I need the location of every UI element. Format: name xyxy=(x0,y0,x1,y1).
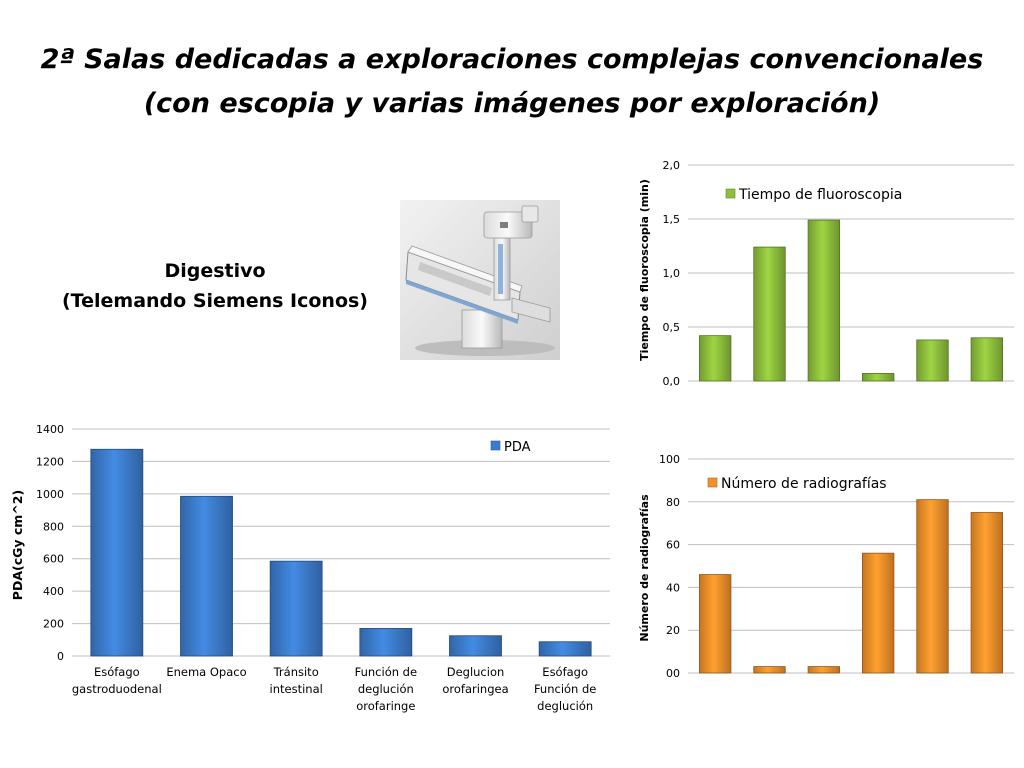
pda-category-label: Esófago Función de deglución xyxy=(534,665,596,713)
pda-legend-label: PDA xyxy=(504,440,531,455)
pda-category-label: Deglucion orofaringea xyxy=(442,665,508,696)
radiographs-legend-label: Número de radiografías xyxy=(721,476,887,492)
fluoroscopy-legend-label: Tiempo de fluoroscopia xyxy=(738,187,902,203)
radiographs-y-tick-labels: 00 20 40 60 80 100 xyxy=(659,453,680,680)
device-label: Digestivo (Telemando Siemens Iconos) xyxy=(40,256,390,316)
fluoroscopy-gridlines xyxy=(688,164,1014,382)
fluoroscopy-y-axis-label: Tiempo de fluoroscopia (min) xyxy=(638,179,651,361)
device-label-line-1: Digestivo xyxy=(164,260,266,282)
radio-bar xyxy=(916,499,949,674)
pda-category-labels: Esófago gastroduodenal Enema Opaco Tránsito… xyxy=(72,665,596,713)
fluoro-bar xyxy=(970,337,1003,382)
radiographs-y-axis-label: Número de radiografías xyxy=(638,494,651,642)
radio-y-tick-label: 20 xyxy=(666,624,680,637)
slide-title-line-2: (con escopia y varias imágenes por explo… xyxy=(143,88,881,119)
fluoro-bar xyxy=(862,373,895,382)
pda-bar xyxy=(180,495,233,657)
fluoroscopy-legend: Tiempo de fluoroscopia xyxy=(725,187,902,203)
radio-y-tick-label: 40 xyxy=(666,581,680,594)
radio-bar xyxy=(699,574,732,674)
fluoroscopy-y-tick-labels: 0,0 0,5 1,0 1,5 2,0 xyxy=(663,159,681,388)
slide-title: 2ª Salas dedicadas a exploraciones compl… xyxy=(20,38,1004,126)
fluoroscopy-bars xyxy=(699,219,1003,382)
fluoro-bar xyxy=(807,219,840,382)
fluoroscopy-legend-swatch xyxy=(725,188,736,199)
fluoro-bar xyxy=(916,339,949,382)
pda-y-axis-label: PDA(cGy cm^2) xyxy=(10,490,25,600)
pda-bar xyxy=(269,560,323,657)
pda-bar xyxy=(359,628,413,657)
pda-y-tick-label: 600 xyxy=(43,553,64,566)
fluoro-y-tick-label: 0,0 xyxy=(663,375,681,388)
pda-bar xyxy=(90,448,144,657)
fluoro-bar xyxy=(699,335,732,382)
radiographs-legend: Número de radiografías xyxy=(707,476,887,492)
pda-bar xyxy=(449,635,502,657)
pda-category-label: Esófago gastroduodenal xyxy=(72,665,162,696)
pda-category-label: Función de deglución orofaringe xyxy=(355,665,417,713)
pda-y-tick-label: 800 xyxy=(43,520,64,533)
pda-y-tick-label: 1000 xyxy=(36,488,64,501)
pda-y-tick-labels: 0 200 400 600 800 1000 1200 1400 xyxy=(36,423,64,663)
pda-category-label: Tránsito intestinal xyxy=(270,665,323,696)
pda-legend-swatch xyxy=(490,440,501,451)
radiographs-legend-swatch xyxy=(707,477,718,488)
radiographs-count-chart: 00 20 40 60 80 100 Número de radiografías Núm… xyxy=(638,453,1014,680)
pda-y-tick-label: 1200 xyxy=(36,455,64,468)
radio-y-tick-label: 100 xyxy=(659,453,680,466)
pda-category-label: Enema Opaco xyxy=(166,665,246,679)
fluoro-y-tick-label: 2,0 xyxy=(663,159,681,172)
slide-title-line-1: 2ª Salas dedicadas a exploraciones compl… xyxy=(40,44,984,75)
pda-y-tick-label: 1400 xyxy=(36,423,64,436)
telemando-photo xyxy=(400,200,560,360)
radiographs-gridlines xyxy=(688,458,1014,674)
pda-bar xyxy=(538,641,592,657)
pda-gridlines xyxy=(72,428,610,657)
radio-bar xyxy=(862,552,895,674)
device-label-line-2: (Telemando Siemens Iconos) xyxy=(62,290,368,312)
radio-bar xyxy=(807,666,840,674)
radio-bar xyxy=(753,666,786,674)
fluoro-y-tick-label: 1,0 xyxy=(663,267,681,280)
pda-bars xyxy=(90,448,592,657)
radio-y-tick-label: 00 xyxy=(666,667,680,680)
fluoro-bar xyxy=(753,246,786,382)
radio-y-tick-label: 60 xyxy=(666,539,680,552)
pda-y-tick-label: 400 xyxy=(43,585,64,598)
radio-bar xyxy=(970,512,1003,674)
radiographs-bars xyxy=(699,499,1003,674)
pda-y-tick-label: 0 xyxy=(57,650,64,663)
pda-chart: 0 200 400 600 800 1000 1200 1400 Esófago gastrod… xyxy=(10,423,610,713)
fluoroscopy-time-chart: 0,0 0,5 1,0 1,5 2,0 Tiempo de fluoroscopia (… xyxy=(638,159,1014,388)
radio-y-tick-label: 80 xyxy=(666,496,680,509)
pda-y-tick-label: 200 xyxy=(43,618,64,631)
fluoro-y-tick-label: 1,5 xyxy=(663,213,681,226)
fluoro-y-tick-label: 0,5 xyxy=(663,321,681,334)
pda-legend: PDA xyxy=(490,440,531,455)
